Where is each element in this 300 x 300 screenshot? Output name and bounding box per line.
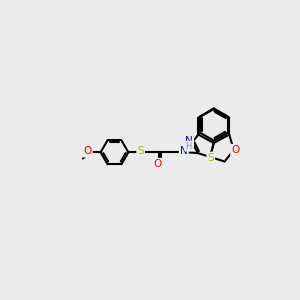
- Text: O: O: [154, 159, 162, 169]
- Text: S: S: [137, 146, 144, 157]
- Text: N: N: [185, 136, 193, 146]
- Text: H: H: [185, 142, 192, 151]
- Text: O: O: [83, 146, 92, 157]
- Text: N: N: [180, 146, 188, 157]
- Text: S: S: [207, 153, 214, 163]
- Text: O: O: [231, 145, 239, 155]
